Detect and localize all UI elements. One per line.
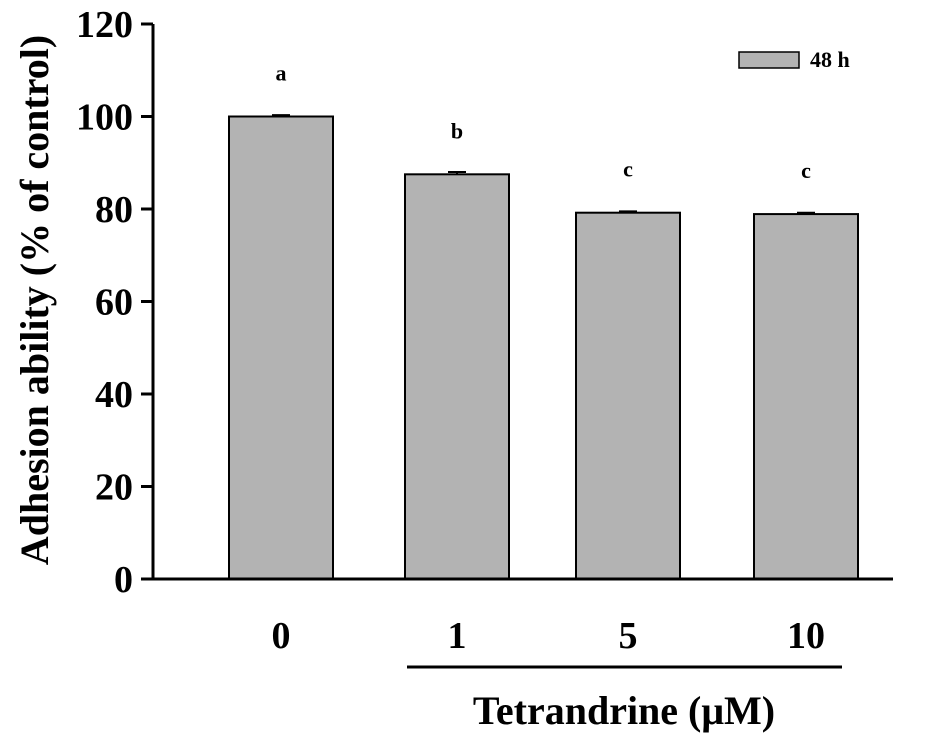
significance-label-10: c	[801, 158, 811, 183]
bar-5	[575, 211, 681, 580]
bars-layer	[228, 115, 859, 580]
y-tick-label-120: 120	[76, 4, 133, 46]
bar-0	[228, 115, 334, 580]
bar-10	[753, 213, 859, 580]
x-tick-labels-layer: 0 1 5 10	[272, 615, 826, 657]
x-tick-label-0: 0	[272, 615, 291, 657]
legend: 48 h	[738, 47, 850, 72]
error-bars-layer	[272, 114, 815, 215]
significance-label-1: b	[451, 118, 463, 143]
x-axis-title: Tetrandrine (μM)	[473, 688, 775, 733]
y-axis-title: Adhesion ability (% of control)	[12, 35, 57, 565]
y-tick-label-20: 20	[95, 467, 133, 509]
y-ticks-layer: 0 20 40 60 80 100 120	[76, 4, 153, 601]
y-tick-label-0: 0	[114, 559, 133, 601]
bar-1	[404, 173, 510, 580]
x-tick-label-10: 10	[787, 615, 825, 657]
significance-labels-layer: a b c c	[276, 61, 812, 184]
significance-label-0: a	[276, 61, 287, 86]
y-tick-label-40: 40	[95, 374, 133, 416]
legend-swatch	[738, 51, 800, 69]
x-tick-label-5: 5	[619, 615, 638, 657]
y-tick-label-100: 100	[76, 97, 133, 139]
legend-label: 48 h	[810, 47, 850, 72]
significance-label-5: c	[623, 157, 633, 182]
x-tick-label-1: 1	[448, 615, 467, 657]
y-tick-label-80: 80	[95, 189, 133, 231]
y-tick-label-60: 60	[95, 282, 133, 324]
